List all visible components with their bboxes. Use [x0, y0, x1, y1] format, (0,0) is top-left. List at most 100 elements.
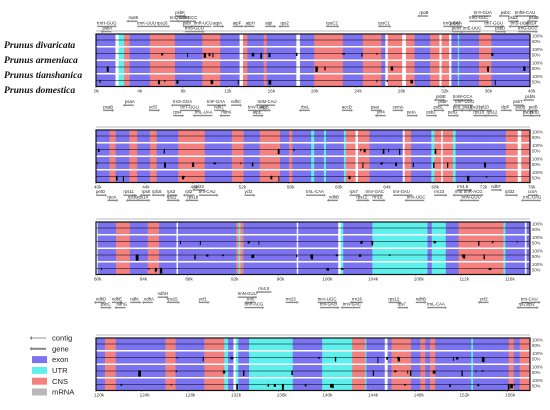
legend-swatch-mrna — [32, 388, 47, 396]
gene-arrow-head — [340, 306, 343, 310]
identity-dip — [270, 175, 273, 180]
gene-arrow-head — [399, 300, 402, 304]
identity-dip — [447, 162, 449, 168]
percent-50-label: 50% — [532, 162, 541, 167]
identity-dip — [281, 383, 284, 390]
identity-dip — [434, 148, 437, 154]
gene-annotation: rps7 — [349, 189, 361, 197]
gene-arrow-head — [191, 24, 194, 28]
gene-arrow-head — [460, 108, 463, 112]
identity-dip — [222, 370, 226, 374]
gene-arrow-head — [524, 108, 527, 112]
gene-annotation: psbC — [498, 10, 511, 18]
gene-arrow-head — [239, 103, 243, 107]
gene-label: psbZ — [508, 15, 518, 20]
axis-tick-label: 100k — [322, 277, 333, 282]
gene-label: rps19 — [187, 194, 198, 199]
axis-tick-label: 24k — [354, 89, 362, 94]
track-frame — [95, 129, 531, 184]
gene-arrow-head — [517, 19, 520, 23]
gene-annotation: psbN — [522, 94, 535, 102]
gene-label: psaB — [103, 104, 113, 109]
gene-label: rpl22 — [167, 194, 177, 199]
gene-label: rps18 — [473, 110, 484, 115]
gene-annotation: petA — [407, 110, 419, 118]
gene-annotation: rrn5 — [244, 296, 256, 304]
gene-label: petG — [448, 110, 458, 115]
identity-dip — [236, 383, 238, 390]
gene-arrow-head — [383, 198, 386, 202]
identity-dip — [407, 370, 409, 374]
identity-dip — [187, 52, 188, 58]
gene-arrow-head — [374, 114, 377, 118]
gene-annotation: rps12 — [356, 194, 370, 202]
gene-label: trnN-GUU — [238, 291, 257, 296]
identity-dip — [477, 383, 480, 387]
gene-label: ndhH — [158, 291, 168, 296]
gene-annotation: rpl20 — [479, 104, 493, 112]
gene-arrow-head — [120, 300, 123, 304]
axis-tick-label: 152k — [459, 393, 470, 398]
axis-tick-label: 68k — [432, 185, 440, 190]
species-track-3: 100%50% — [96, 249, 543, 261]
gene-annotation: ndhA — [141, 296, 154, 304]
axis-tick-label: 20k — [311, 89, 319, 94]
gene-arrow-head — [484, 114, 487, 118]
identity-dip — [101, 267, 103, 270]
gene-annotation: ycf4 — [374, 110, 386, 118]
gene-arrow-head — [459, 198, 462, 202]
gene-annotation: rpl23 — [192, 184, 206, 192]
gene-label: rpl20 — [479, 104, 489, 109]
gene-label: ndhE — [112, 296, 122, 301]
legend-label-exon: exon — [52, 355, 68, 364]
identity-dip — [315, 66, 318, 73]
gene-label: psbA — [103, 26, 113, 31]
gene-label: psaJ — [462, 104, 471, 109]
gene-annotation: trnA-UGC — [317, 296, 338, 304]
gene-arrow-head — [536, 193, 539, 197]
gene-label: psbF — [438, 99, 448, 104]
gene-arrow-head — [415, 114, 419, 118]
identity-dip — [163, 148, 165, 154]
gene-annotation: ndhF — [491, 184, 503, 192]
percent-100-label: 100% — [532, 74, 543, 79]
identity-dip — [159, 267, 163, 274]
gene-label: ycf2 — [480, 296, 488, 301]
gene-annotation: trnV-GAC — [340, 302, 361, 310]
gene-label: petD — [96, 189, 105, 194]
identity-dip — [176, 79, 179, 84]
identity-dip — [157, 79, 161, 85]
gene-label: ndhG — [117, 302, 128, 307]
identity-dip — [360, 148, 362, 152]
gene-annotation: trnN-GUU — [237, 291, 258, 299]
gene-arrow-head — [337, 24, 340, 28]
axis-tick-label: 16k — [268, 89, 276, 94]
gene-annotation: petG — [448, 110, 460, 118]
identity-dip — [251, 254, 255, 259]
identity-dip — [154, 267, 156, 273]
gene-arrow-head — [255, 103, 258, 107]
gene-label: trnN-GUU — [461, 194, 480, 199]
gene-annotation: rps19 — [185, 194, 199, 202]
gene-arrow-head — [410, 193, 413, 197]
gene-annotation: trnH-GUG — [97, 20, 117, 28]
axis-tick-label: 140k — [322, 393, 333, 398]
gene-annotation: rrn23 — [434, 189, 448, 197]
gene-label: rrn5 — [455, 189, 463, 194]
identity-dip — [304, 383, 307, 387]
gene-arrow-head — [181, 114, 185, 118]
gene-arrow-head — [197, 108, 201, 112]
species-track-3: 100%50% — [96, 61, 543, 73]
gene-label: rrn4.5 — [457, 184, 469, 189]
axis-tick-label: 12k — [224, 89, 232, 94]
gene-label: ycf3 — [149, 104, 157, 109]
gene-arrow-head — [268, 108, 271, 112]
gene-annotation: rrn5 — [452, 189, 464, 197]
gene-arrow-head — [112, 108, 115, 112]
gene-arrow-head — [182, 193, 186, 197]
identity-dip — [240, 162, 242, 165]
gene-arrow-head — [296, 300, 299, 304]
gene-arrow-head — [367, 198, 370, 202]
gene-arrow-head — [241, 24, 244, 28]
axis-tick-label: 28k — [398, 89, 406, 94]
